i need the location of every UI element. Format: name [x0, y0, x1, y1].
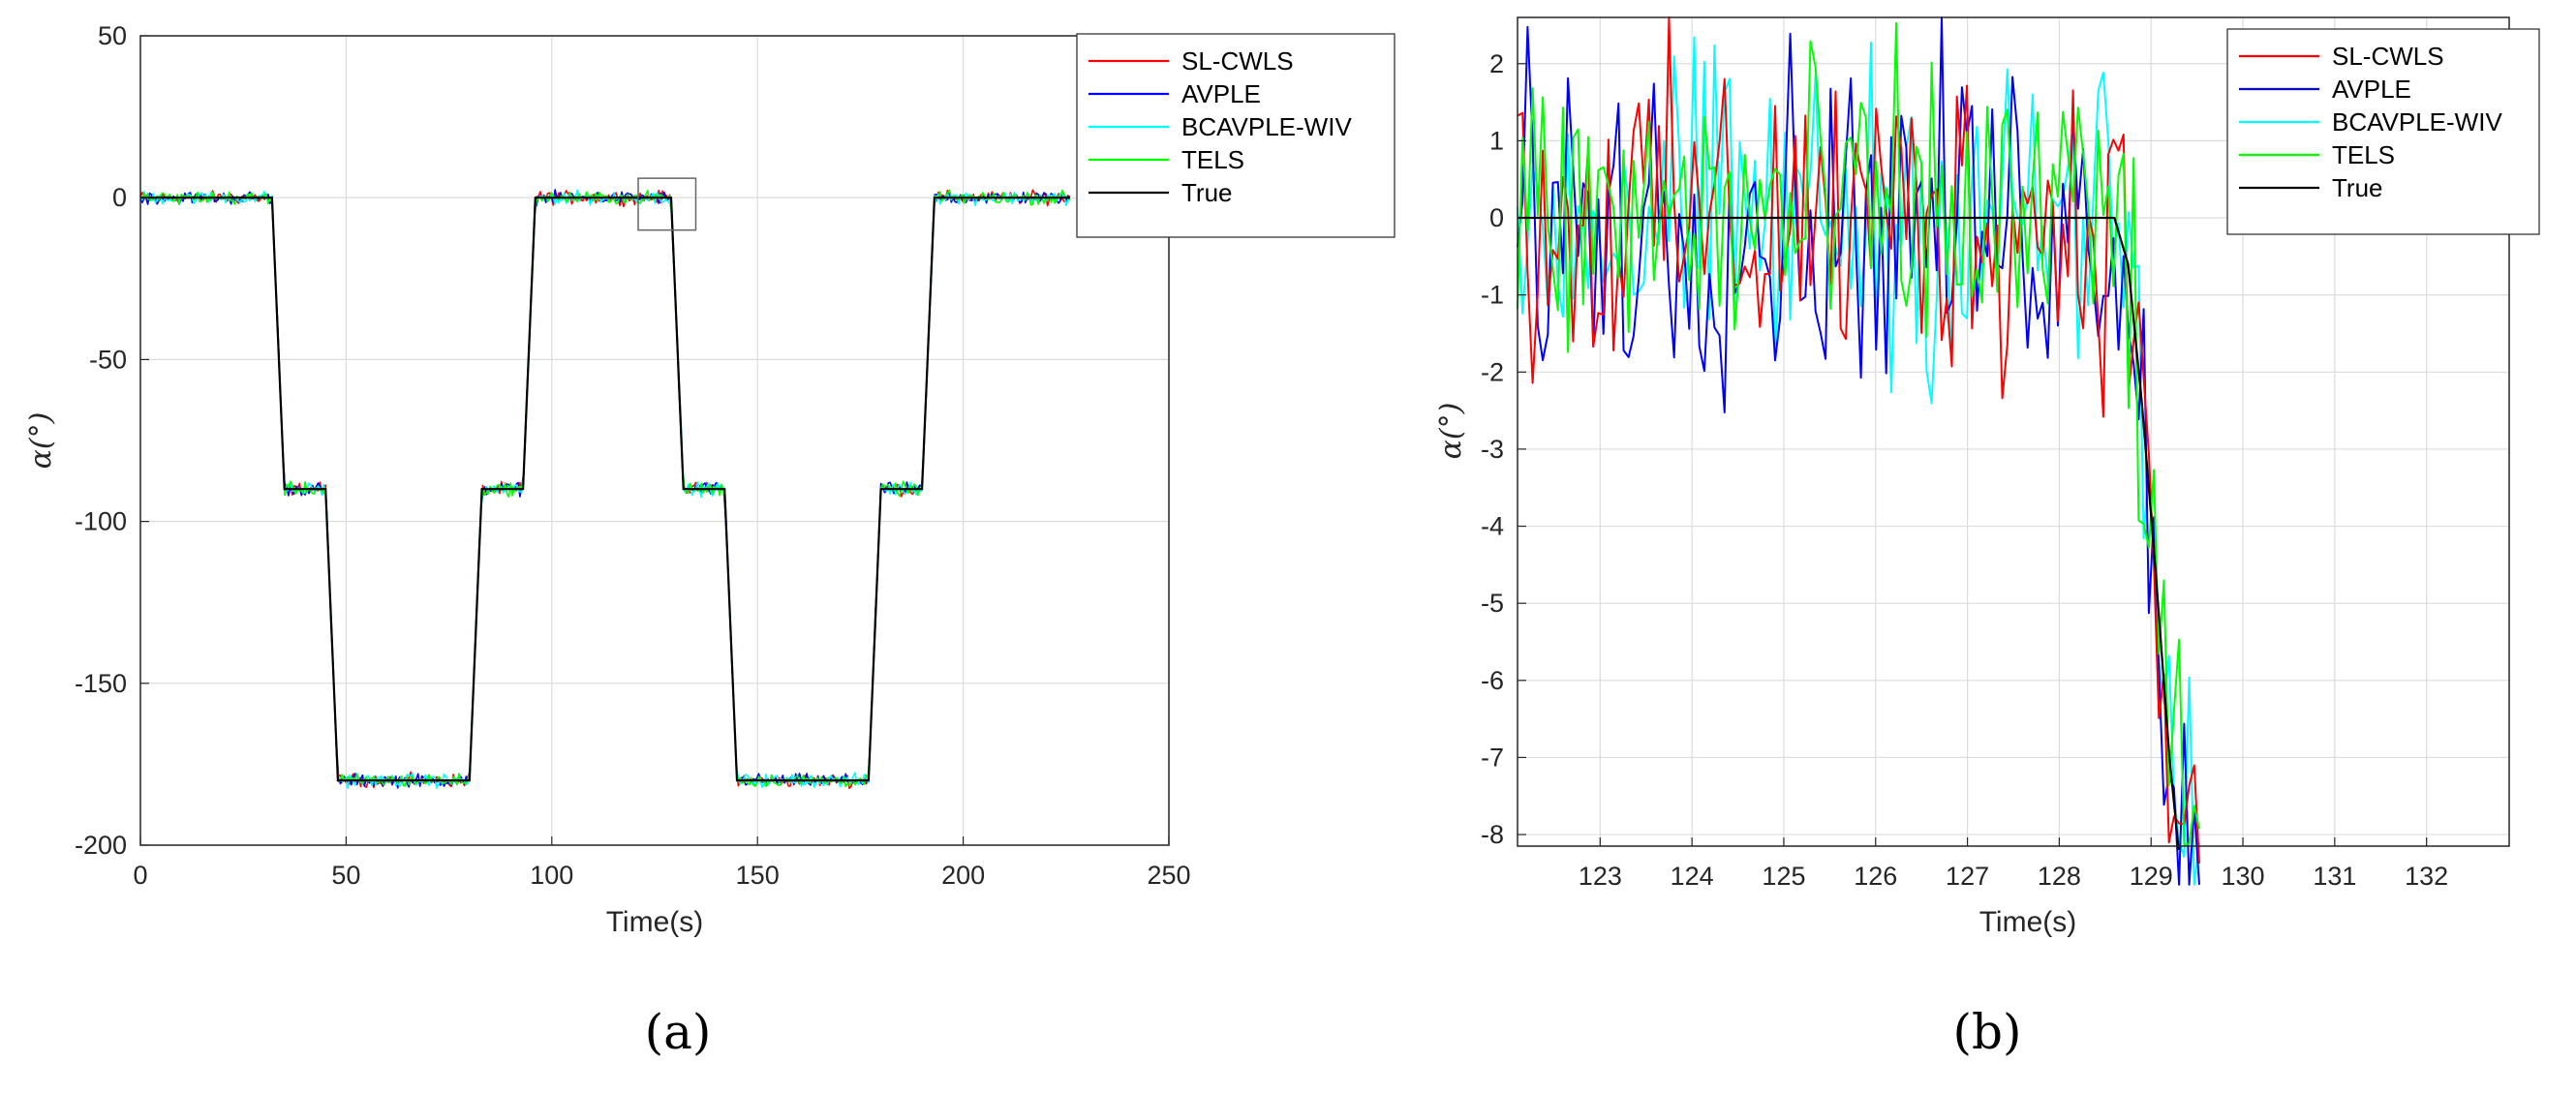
chart-a-ytick-label: 50 — [98, 21, 127, 50]
chart-a-panel-label: (a) — [645, 1004, 712, 1060]
chart-b-ytick-label: -7 — [1481, 743, 1504, 772]
chart-b-xlabel: Time(s) — [1979, 906, 2077, 938]
chart-a-xtick-label: 150 — [736, 861, 780, 890]
chart-b-ytick-label: -6 — [1481, 666, 1504, 695]
chart-b-xtick-label: 128 — [2038, 862, 2081, 891]
chart-a-ytick-label: -50 — [89, 345, 127, 374]
chart-b-legend-label: TELS — [2332, 140, 2395, 169]
chart-b-xtick-label: 131 — [2313, 862, 2356, 891]
chart-b-ytick-label: -3 — [1481, 435, 1504, 464]
chart-b-legend-label: SL-CWLS — [2332, 42, 2444, 71]
chart-b-ytick-label: 2 — [1489, 49, 1504, 78]
chart-a-legend-label: BCAVPLE-WIV — [1181, 112, 1352, 141]
chart-a-xtick-label: 250 — [1147, 861, 1190, 890]
chart-a-xtick-label: 100 — [530, 861, 573, 890]
chart-a-ytick-label: -100 — [75, 507, 127, 536]
chart-a-ytick-label: -150 — [75, 669, 127, 698]
chart-b-ytick-label: -8 — [1481, 820, 1504, 849]
chart-b-panel-label: (b) — [1952, 1004, 2021, 1060]
chart-a-axes-box — [139, 35, 1170, 846]
chart-a-xlabel: Time(s) — [606, 906, 704, 938]
chart-b-legend-label: BCAVPLE-WIV — [2332, 107, 2502, 137]
chart-a-xtick-label: 50 — [331, 861, 360, 890]
chart-a-legend: SL-CWLS AVPLE BCAVPLE-WIV TELS True — [1076, 33, 1395, 238]
chart-b-ytick-label: -1 — [1481, 281, 1504, 310]
chart-b-ytick-label: -5 — [1481, 589, 1504, 618]
chart-b-ytick-label: 0 — [1489, 203, 1504, 232]
chart-a-legend-box — [1076, 33, 1395, 238]
chart-b-legend: SL-CWLS AVPLE BCAVPLE-WIV TELS True — [2226, 28, 2540, 235]
chart-b-xtick-label: 125 — [1762, 862, 1805, 891]
chart-b-noise-series — [1517, 16, 2200, 886]
chart-b-legend-label: True — [2332, 173, 2383, 202]
chart-b-xtick-label: 124 — [1671, 862, 1714, 891]
chart-b-xtick-label: 132 — [2405, 862, 2448, 891]
chart-a-xtick-label: 0 — [133, 861, 147, 890]
chart-a-zoom-box — [637, 177, 697, 231]
chart-a-true-series — [140, 197, 1070, 782]
chart-b-series-true — [1518, 216, 2180, 851]
chart-a-legend-label: TELS — [1181, 145, 1244, 174]
chart-b-xtick-label: 123 — [1579, 862, 1622, 891]
chart-b-xtick-label: 126 — [1854, 862, 1897, 891]
chart-b-legend-label: AVPLE — [2332, 75, 2411, 104]
chart-a-legend-label: SL-CWLS — [1181, 46, 1294, 76]
chart-b-ylabel: α(°) — [1434, 403, 1468, 460]
chart-a-xtick-label: 200 — [941, 861, 985, 890]
chart-b-series-tels — [1517, 21, 2200, 846]
chart-a-legend-label: AVPLE — [1181, 79, 1261, 108]
chart-a-y-ticks: 50 0 -50 -100 -150 -200 — [75, 21, 149, 860]
chart-b-xtick-label: 130 — [2222, 862, 2265, 891]
chart-a-legend-label: True — [1181, 178, 1233, 207]
chart-b-series-sl-cwls — [1517, 16, 2200, 864]
chart-b-x-ticks: 123 124 125 126 127 128 129 130 131 132 — [1579, 837, 2448, 891]
chart-a-ytick-label: -200 — [75, 831, 127, 860]
chart-a-ylabel: α(°) — [24, 412, 58, 470]
chart-a-x-ticks: 0 50 100 150 200 250 — [133, 836, 1191, 890]
chart-b-xtick-label: 127 — [1946, 862, 1989, 891]
chart-b-series-avple — [1517, 16, 2200, 886]
chart-b: 123 124 125 126 127 128 129 130 131 132 2 1 0 -1 -2 -3… — [1434, 16, 2540, 1060]
chart-b-legend-box — [2226, 28, 2540, 235]
chart-b-true-series — [1518, 216, 2180, 851]
chart-a-plot-area — [140, 36, 1169, 845]
chart-b-ytick-label: 1 — [1489, 126, 1504, 155]
chart-a-series-tels — [139, 189, 1071, 788]
chart-b-y-ticks: 2 1 0 -1 -2 -3 -4 -5 -6 -7 -8 — [1481, 49, 1526, 849]
chart-b-ytick-label: -2 — [1481, 357, 1504, 386]
chart-b-ytick-label: -4 — [1481, 512, 1504, 541]
chart-a-ytick-label: 0 — [112, 183, 127, 212]
chart-b-axes-box — [1517, 16, 2510, 847]
chart-a: 0 50 100 150 200 250 50 0 -50 -100 -150 -200 Time(… — [24, 21, 1395, 1060]
chart-a-series-true — [140, 197, 1070, 782]
chart-b-xtick-label: 129 — [2130, 862, 2173, 891]
